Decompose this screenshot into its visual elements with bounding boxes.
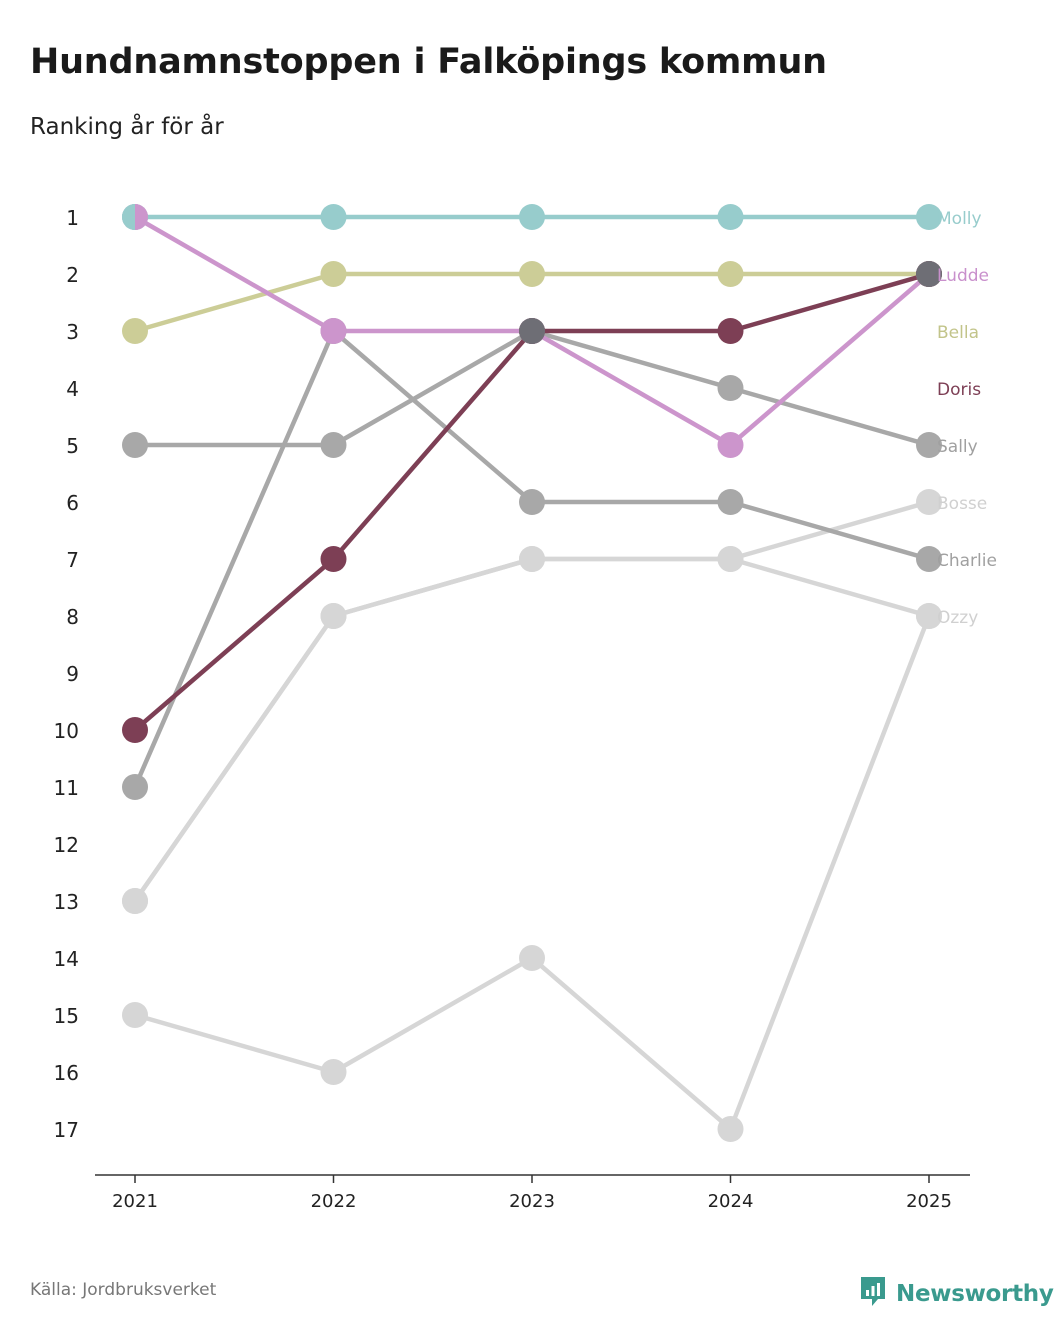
y-tick-label: 10 [54,719,79,743]
y-tick-label: 7 [66,548,79,572]
split-point-right [135,204,148,230]
data-point [122,717,148,743]
data-point [717,375,744,401]
x-tick-label: 2024 [708,1191,754,1212]
data-point [717,261,744,287]
series-line [132,328,932,448]
data-point [717,1116,744,1142]
y-tick-label: 11 [54,776,79,800]
series-lines [132,214,932,1132]
data-point [916,204,942,230]
end-label: Ozzy [937,608,978,628]
x-tick-label: 2022 [311,1191,357,1212]
x-axis: 2021 2022 2023 2024 2025 [95,1174,970,1212]
y-tick-label: 17 [54,1118,79,1142]
data-point [519,945,545,971]
data-point [122,774,148,800]
y-tick-label: 9 [66,662,79,686]
data-point [916,546,942,572]
brand-name: Newsworthy [896,1281,1054,1307]
x-tick-label: 2021 [112,1191,158,1212]
data-point [717,546,744,572]
end-labels: Molly Ludde Bella Doris Sally Bosse Charlie Ozz… [937,209,997,628]
data-point [916,432,942,458]
series-points [122,204,942,1142]
y-tick-label: 14 [54,947,79,971]
data-point [717,318,744,344]
end-label: Charlie [937,551,997,571]
data-point [122,432,148,458]
y-tick-label: 3 [66,320,79,344]
end-label: Molly [937,209,982,229]
end-label: Ludde [937,266,989,286]
data-point [916,603,942,629]
y-tick-label: 4 [66,377,79,401]
series-line [132,613,932,1132]
y-tick-label: 8 [66,605,79,629]
data-point [320,318,347,344]
data-point [122,1002,148,1028]
data-point [916,489,942,515]
y-tick-label: 6 [66,491,79,515]
end-label: Sally [937,437,978,457]
y-tick-label: 16 [54,1061,79,1085]
y-tick-label: 2 [66,263,79,287]
y-tick-label: 13 [54,890,79,914]
end-label: Bella [937,323,979,343]
data-point [519,204,545,230]
data-point [320,432,347,458]
source-note: Källa: Jordbruksverket [30,1280,217,1300]
end-label: Bosse [937,494,987,514]
newsworthy-logo-icon [858,1274,888,1314]
overlap-point [519,318,545,344]
y-tick-label: 15 [54,1004,79,1028]
y-tick-label: 12 [54,833,79,857]
data-point [717,432,744,458]
data-point [717,204,744,230]
data-point [519,489,545,515]
data-point [519,261,545,287]
data-point [320,261,347,287]
x-tick-label: 2025 [906,1191,952,1212]
data-point [320,1059,347,1085]
y-tick-label: 5 [66,434,79,458]
data-point [320,204,347,230]
data-point [122,318,148,344]
end-label: Doris [937,380,981,400]
data-point [717,489,744,515]
x-tick-label: 2023 [509,1191,555,1212]
data-point [122,888,148,914]
data-point [320,546,347,572]
split-point-left [122,204,135,230]
overlap-point [916,261,942,287]
brand-logo[interactable]: Newsworthy [858,1274,1054,1314]
data-point [320,603,347,629]
y-tick-label: 1 [66,206,79,230]
data-point [519,546,545,572]
chart-title: Hundnamnstoppen i Falköpings kommun [30,42,827,82]
chart-subtitle: Ranking år för år [30,114,224,140]
